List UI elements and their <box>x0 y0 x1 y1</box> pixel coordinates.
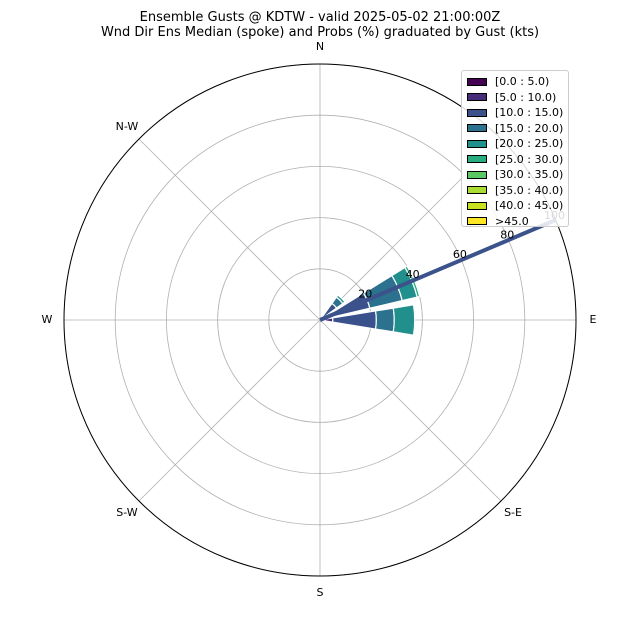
legend-swatch <box>467 93 487 102</box>
grid-spoke-135 <box>138 319 321 502</box>
legend-swatch <box>467 217 487 226</box>
legend-label: [30.0 : 35.0) <box>495 168 564 182</box>
direction-label-s: S <box>317 586 324 599</box>
grid-spoke-225 <box>319 319 502 502</box>
legend-item: [35.0 : 40.0) <box>467 183 568 199</box>
radial-tick-label-60: 60 <box>453 248 467 261</box>
radial-tick-label-20: 20 <box>358 287 372 300</box>
legend-label: [0.0 : 5.0) <box>495 75 550 89</box>
legend-label: [15.0 : 20.0) <box>495 121 564 135</box>
legend-swatch <box>467 170 487 179</box>
legend-swatch <box>467 155 487 164</box>
bar-315-bin-4 <box>335 294 346 305</box>
chart-title: Ensemble Gusts @ KDTW - valid 2025-05-02… <box>139 10 501 25</box>
bar-270-bin-3 <box>374 307 395 333</box>
legend-swatch <box>467 201 487 210</box>
legend-item: [40.0 : 45.0) <box>467 198 568 214</box>
legend-item: [5.0 : 10.0) <box>467 90 568 106</box>
legend-swatch <box>467 186 487 195</box>
chart-subtitle: Wnd Dir Ens Median (spoke) and Probs (%)… <box>100 25 540 40</box>
radial-tick-label-80: 80 <box>500 229 514 242</box>
legend-item: >45.0 <box>467 214 568 230</box>
legend-label: [5.0 : 10.0) <box>495 90 557 104</box>
legend-item: [0.0 : 5.0) <box>467 74 568 90</box>
legend-label: [20.0 : 25.0) <box>495 137 564 151</box>
legend-label: [35.0 : 40.0) <box>495 183 564 197</box>
direction-label-w: W <box>42 313 53 326</box>
legend-swatch <box>467 139 487 148</box>
legend-item: [15.0 : 20.0) <box>467 121 568 137</box>
legend-label: [40.0 : 45.0) <box>495 199 564 213</box>
bar-270-bin-4 <box>392 304 416 336</box>
median-spoke <box>319 218 557 322</box>
legend-item: [30.0 : 35.0) <box>467 167 568 183</box>
legend: [0.0 : 5.0) [5.0 : 10.0) [10.0 : 15.0) [15.… <box>461 70 569 230</box>
grid-spoke-45 <box>138 138 321 321</box>
legend-item: [20.0 : 25.0) <box>467 136 568 152</box>
direction-label-s-e: S-E <box>504 506 522 519</box>
radial-tick-label-40: 40 <box>406 268 420 281</box>
direction-label-n: N <box>316 40 324 53</box>
outer-circle <box>63 63 577 577</box>
chart-title-block: Ensemble Gusts @ KDTW - valid 2025-05-02… <box>0 10 640 40</box>
legend-swatch <box>467 108 487 117</box>
legend-label: [25.0 : 30.0) <box>495 152 564 166</box>
legend-item: [10.0 : 15.0) <box>467 105 568 121</box>
legend-item: [25.0 : 30.0) <box>467 152 568 168</box>
legend-label: [10.0 : 15.0) <box>495 106 564 120</box>
legend-swatch <box>467 77 487 86</box>
direction-label-n-w: N-W <box>116 120 139 133</box>
direction-label-e: E <box>590 313 597 326</box>
legend-swatch <box>467 124 487 133</box>
direction-label-s-w: S-W <box>116 506 138 519</box>
legend-label: >45.0 <box>495 214 529 228</box>
